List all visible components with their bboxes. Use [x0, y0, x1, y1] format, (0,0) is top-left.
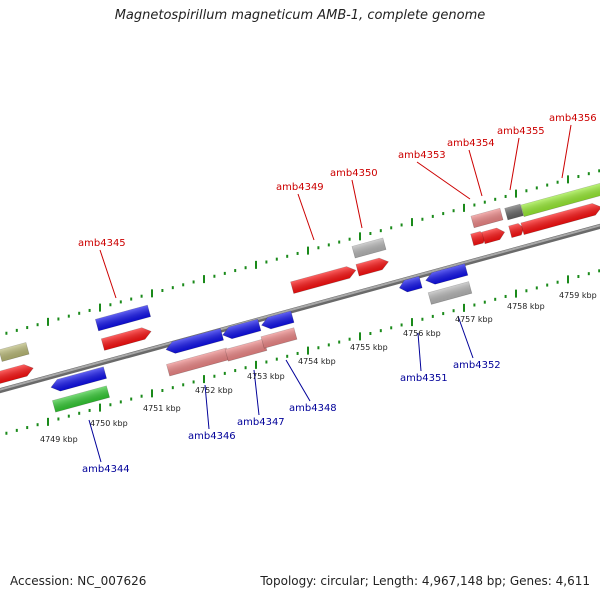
gene-label-amb4350: amb4350	[330, 168, 378, 179]
gene-feature-green	[52, 385, 110, 413]
gene-feature-red	[355, 257, 389, 277]
gene-feature-pink	[470, 207, 504, 229]
gene-label-amb4351: amb4351	[400, 373, 448, 384]
genome-backbone	[0, 223, 600, 394]
label-leaders	[88, 124, 572, 463]
upper-gene-labels: amb4345 amb4349 amb4350 amb4353 amb4354 …	[78, 113, 597, 249]
gene-feature-red	[470, 231, 487, 247]
scale-label-4756: 4756 kbp	[403, 329, 441, 338]
gene-feature-blue	[222, 318, 262, 340]
gene-feature-gray	[351, 237, 387, 259]
gene-feature-red	[290, 266, 357, 294]
tick-tracks	[5, 169, 600, 435]
leader-line	[457, 315, 474, 359]
gene-feature-blue	[398, 275, 423, 293]
gene-feature-blue	[261, 310, 295, 330]
gene-label-amb4344: amb4344	[82, 464, 130, 475]
accession-label: Accession: NC_007626	[10, 574, 147, 588]
scale-label-4758: 4758 kbp	[507, 302, 545, 311]
scale-label-4755: 4755 kbp	[350, 343, 388, 352]
gene-label-amb4354: amb4354	[447, 138, 495, 149]
gene-feature-red	[508, 223, 525, 239]
gene-label-amb4345: amb4345	[78, 238, 126, 249]
gene-label-amb4349: amb4349	[276, 182, 324, 193]
gene-label-amb4353: amb4353	[398, 150, 446, 161]
leader-line	[88, 419, 102, 463]
scale-labels: 4749 kbp 4750 kbp 4751 kbp 4752 kbp 4753…	[40, 291, 597, 444]
gene-label-amb4348: amb4348	[289, 403, 337, 414]
gene-feature-pink	[260, 327, 298, 349]
gene-features	[0, 183, 600, 413]
leader-line	[351, 179, 363, 229]
gene-feature-blue	[425, 263, 469, 285]
gene-feature-red	[0, 364, 34, 386]
scale-label-4753: 4753 kbp	[247, 372, 285, 381]
gene-label-amb4352: amb4352	[453, 360, 501, 371]
scale-label-4750: 4750 kbp	[90, 419, 128, 428]
leader-line	[297, 193, 315, 241]
upper-tick-track	[5, 169, 600, 335]
leader-line	[416, 161, 471, 200]
leader-line	[204, 384, 210, 430]
topology-label: Topology: circular; Length: 4,967,148 bp…	[260, 574, 590, 588]
gene-feature-blue	[95, 304, 151, 332]
leader-line	[253, 369, 260, 416]
gene-feature-dark	[504, 203, 524, 221]
leader-line	[561, 124, 572, 179]
scale-label-4757: 4757 kbp	[455, 315, 493, 324]
gene-label-amb4346: amb4346	[188, 431, 236, 442]
gene-feature-pink	[224, 338, 268, 362]
lower-gene-labels: amb4344 amb4346 amb4347 amb4348 amb4351 …	[82, 360, 501, 475]
gene-feature-olive	[0, 342, 30, 362]
scale-label-4754: 4754 kbp	[298, 357, 336, 366]
gene-label-amb4347: amb4347	[237, 417, 285, 428]
gene-feature-gray	[427, 281, 473, 305]
gene-feature-red	[100, 327, 152, 351]
leader-line	[99, 249, 117, 299]
scale-label-4752: 4752 kbp	[195, 386, 233, 395]
scale-label-4749: 4749 kbp	[40, 435, 78, 444]
gene-label-amb4355: amb4355	[497, 126, 545, 137]
gene-feature-blue	[50, 366, 107, 392]
leader-line	[417, 332, 422, 372]
gene-feature-blue	[165, 328, 224, 354]
leader-line	[509, 137, 520, 191]
gene-feature-red	[520, 203, 600, 235]
map-title: Magnetospirillum magneticum AMB-1, compl…	[114, 8, 486, 23]
gene-feature-lime	[520, 183, 600, 217]
leader-line	[468, 149, 483, 197]
scale-label-4759: 4759 kbp	[559, 291, 597, 300]
leader-line	[285, 359, 311, 402]
gene-feature-red	[481, 227, 506, 245]
gene-label-amb4356: amb4356	[549, 113, 597, 124]
scale-label-4751: 4751 kbp	[143, 404, 181, 413]
lower-tick-track	[5, 269, 600, 435]
